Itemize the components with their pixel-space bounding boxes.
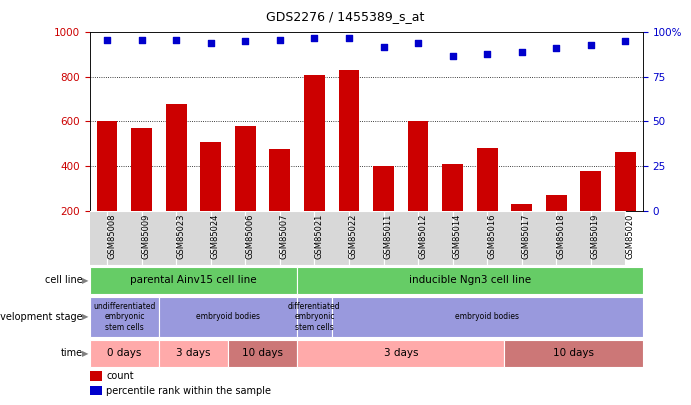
Text: GSM85019: GSM85019 [591,213,600,259]
Point [551,45,562,52]
Text: undifferentiated
embryonic
stem cells: undifferentiated embryonic stem cells [93,302,155,332]
Bar [245,211,280,265]
Text: ▶: ▶ [82,312,88,322]
Bar [269,149,290,211]
Point [171,36,182,43]
Bar [453,211,487,265]
Text: GSM85006: GSM85006 [245,213,254,259]
Point [274,36,285,43]
Point [620,38,631,45]
Bar [504,340,643,367]
Text: embryoid bodies: embryoid bodies [455,312,519,322]
Bar [418,211,453,265]
Bar [332,296,643,337]
Bar [90,371,102,382]
Bar [373,166,394,211]
Text: GSM85007: GSM85007 [280,213,289,259]
Text: ▶: ▶ [82,276,88,285]
Text: GSM85024: GSM85024 [211,213,220,259]
Text: GSM85014: GSM85014 [453,213,462,259]
Bar [314,211,349,265]
Point [309,34,320,41]
Text: ▶: ▶ [82,349,88,358]
Point [516,49,527,55]
Bar [90,267,297,294]
Point [413,40,424,46]
Bar [349,211,384,265]
Bar [142,211,176,265]
Text: GSM85021: GSM85021 [314,213,323,259]
Text: GSM85022: GSM85022 [349,213,358,259]
Bar [615,151,636,211]
Point [343,34,354,41]
Point [136,36,147,43]
Text: GSM85012: GSM85012 [418,213,427,259]
Text: inducible Ngn3 cell line: inducible Ngn3 cell line [409,275,531,286]
Text: 0 days: 0 days [107,348,142,358]
Bar [90,340,159,367]
Bar [235,126,256,211]
Bar [159,340,228,367]
Bar [522,211,556,265]
Text: GSM85016: GSM85016 [487,213,496,259]
Text: percentile rank within the sample: percentile rank within the sample [106,386,272,396]
Bar [556,211,591,265]
Bar [166,104,187,211]
Text: GSM85018: GSM85018 [556,213,565,259]
Text: GSM85008: GSM85008 [107,213,116,259]
Bar [176,211,211,265]
Bar [297,267,643,294]
Point [102,36,113,43]
Bar [477,148,498,211]
Bar [487,211,522,265]
Text: GSM85017: GSM85017 [522,213,531,259]
Point [482,51,493,57]
Text: GSM85011: GSM85011 [384,213,392,259]
Bar [200,141,221,211]
Text: GSM85009: GSM85009 [142,213,151,259]
Point [378,43,389,50]
Point [447,52,458,59]
Text: parental Ainv15 cell line: parental Ainv15 cell line [130,275,257,286]
Bar [90,386,102,395]
Bar [546,195,567,211]
Text: embryoid bodies: embryoid bodies [196,312,260,322]
Point [240,38,251,45]
Text: GSM85023: GSM85023 [176,213,185,259]
Bar [159,296,297,337]
Bar [90,296,159,337]
Text: 3 days: 3 days [176,348,211,358]
Bar [131,128,152,211]
Text: count: count [106,371,134,382]
Text: GSM85020: GSM85020 [625,213,634,259]
Bar [228,340,297,367]
Text: 3 days: 3 days [384,348,418,358]
Point [585,42,596,48]
Bar [97,122,117,211]
Point [205,40,216,46]
Bar [304,75,325,211]
Bar [107,211,142,265]
Bar [73,211,107,265]
Text: time: time [61,348,83,358]
Text: cell line: cell line [45,275,83,286]
Bar [280,211,314,265]
Bar [384,211,418,265]
Text: 10 days: 10 days [553,348,594,358]
Bar [297,340,504,367]
Bar [511,204,532,211]
Bar [580,171,601,211]
Text: differentiated
embryonic
stem cells: differentiated embryonic stem cells [288,302,341,332]
Bar [211,211,245,265]
Bar [339,70,359,211]
Bar [408,122,428,211]
Text: GDS2276 / 1455389_s_at: GDS2276 / 1455389_s_at [266,10,425,23]
Bar [442,164,463,211]
Text: development stage: development stage [0,312,83,322]
Text: 10 days: 10 days [242,348,283,358]
Bar [591,211,625,265]
Bar [297,296,332,337]
